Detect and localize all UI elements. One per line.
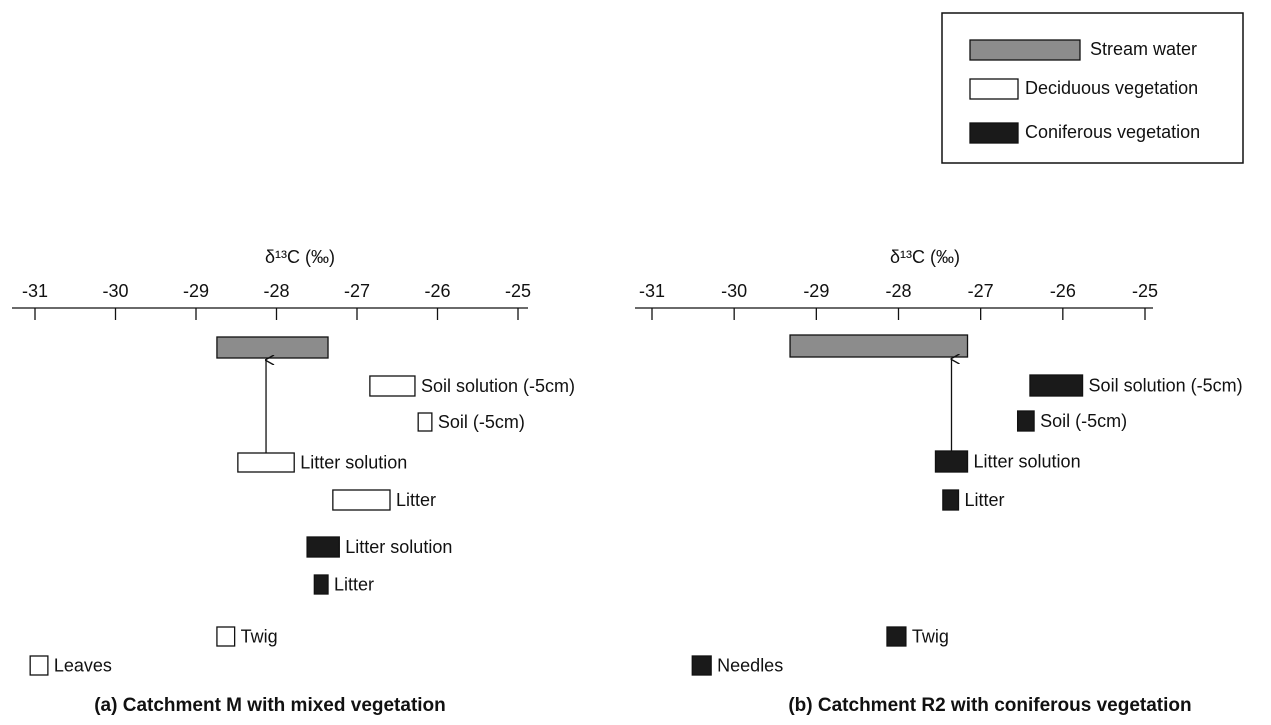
- legend-swatch: [969, 122, 1019, 144]
- x-tick-label: -29: [803, 281, 829, 301]
- bar-label: Litter solution: [974, 451, 1081, 471]
- x-tick-label: -26: [1050, 281, 1076, 301]
- bar-label: Litter solution: [345, 537, 452, 557]
- axis-label: δ¹³C (‰): [265, 247, 335, 267]
- legend-label: Stream water: [1090, 39, 1197, 59]
- x-tick-label: -27: [344, 281, 370, 301]
- bar-label: Litter: [396, 490, 436, 510]
- range-bar: [29, 655, 49, 676]
- range-bar: [942, 489, 960, 511]
- x-tick-label: -26: [424, 281, 450, 301]
- x-tick-label: -31: [22, 281, 48, 301]
- range-bar: [237, 452, 295, 473]
- range-bar: [417, 412, 433, 432]
- range-bar: [886, 626, 907, 647]
- x-tick-label: -25: [505, 281, 531, 301]
- bar-label: Soil (-5cm): [438, 412, 525, 432]
- x-tick-label: -28: [263, 281, 289, 301]
- bar-label: Twig: [912, 626, 949, 646]
- range-bar: [934, 450, 969, 473]
- range-bar: [691, 655, 712, 676]
- panel-title: (a) Catchment M with mixed vegetation: [94, 695, 446, 716]
- bar-label: Litter: [334, 574, 374, 594]
- x-tick-label: -28: [885, 281, 911, 301]
- range-bar: [789, 334, 969, 358]
- bar-label: Twig: [241, 626, 278, 646]
- x-tick-label: -30: [721, 281, 747, 301]
- bar-label: Soil solution (-5cm): [1089, 375, 1243, 395]
- range-bar: [313, 574, 329, 595]
- bar-label: Litter solution: [300, 452, 407, 472]
- bar-label: Leaves: [54, 655, 112, 675]
- legend-swatch: [969, 78, 1019, 100]
- legend-swatch: [969, 39, 1081, 61]
- range-bar: [216, 336, 329, 359]
- bar-label: Soil (-5cm): [1040, 411, 1127, 431]
- range-bar: [1029, 374, 1084, 397]
- legend-label: Coniferous vegetation: [1025, 122, 1200, 142]
- range-bar: [332, 489, 391, 511]
- range-bar: [306, 536, 340, 558]
- bar-label: Litter: [964, 490, 1004, 510]
- range-bar: [369, 375, 416, 397]
- x-tick-label: -27: [968, 281, 994, 301]
- legend-label: Deciduous vegetation: [1025, 78, 1198, 98]
- x-tick-label: -25: [1132, 281, 1158, 301]
- bar-label: Soil solution (-5cm): [421, 376, 575, 396]
- x-tick-label: -31: [639, 281, 665, 301]
- range-bar: [1016, 410, 1035, 432]
- bar-label: Needles: [717, 655, 783, 675]
- range-bar: [216, 626, 236, 647]
- axis-label: δ¹³C (‰): [890, 247, 960, 267]
- x-tick-label: -29: [183, 281, 209, 301]
- x-tick-label: -30: [102, 281, 128, 301]
- panel-title: (b) Catchment R2 with coniferous vegetat…: [788, 695, 1191, 716]
